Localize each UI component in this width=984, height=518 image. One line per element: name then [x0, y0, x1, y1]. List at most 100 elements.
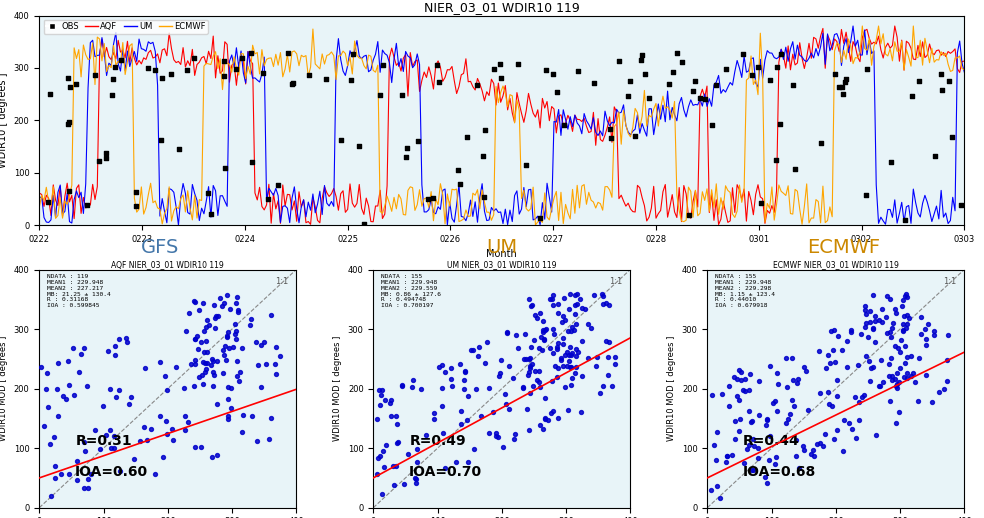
OBS: [450, 166, 465, 174]
Point: [889, 382, 904, 391]
Point: [498, 400, 514, 409]
Point: [720, 401, 736, 410]
Point: [119, 338, 135, 347]
Point: [250, 361, 266, 369]
ECMWF: [856, 23, 868, 29]
Point: [555, 334, 571, 342]
Point: [500, 328, 516, 336]
OBS: [42, 90, 58, 98]
Point: [557, 315, 573, 324]
Point: [372, 452, 388, 461]
Point: [815, 441, 830, 450]
Point: [598, 337, 614, 346]
OBS: [934, 86, 950, 94]
Point: [874, 305, 890, 313]
Point: [731, 396, 747, 404]
Point: [745, 466, 761, 474]
Point: [207, 324, 222, 333]
OBS: [570, 67, 585, 76]
Point: [100, 347, 116, 355]
OBS: [62, 186, 78, 195]
Point: [535, 425, 551, 433]
Point: [562, 290, 578, 298]
Point: [848, 434, 864, 442]
OBS: [113, 56, 129, 65]
Point: [505, 374, 521, 382]
Point: [798, 367, 814, 376]
Point: [535, 316, 551, 325]
Point: [941, 330, 956, 339]
Point: [507, 430, 523, 438]
Point: [813, 388, 829, 397]
Point: [243, 315, 259, 323]
Point: [607, 360, 623, 368]
OBS: [60, 120, 76, 128]
Point: [371, 386, 387, 394]
Point: [550, 414, 566, 423]
Point: [537, 394, 553, 402]
Point: [76, 343, 92, 352]
AQF: [145, 47, 156, 53]
Point: [50, 359, 66, 367]
OBS: [745, 70, 761, 79]
Point: [516, 384, 531, 392]
Point: [911, 354, 927, 363]
Point: [230, 308, 246, 316]
Point: [747, 442, 763, 450]
Point: [566, 325, 582, 334]
Point: [226, 329, 242, 338]
Point: [229, 293, 245, 301]
Point: [868, 338, 884, 346]
Point: [707, 441, 722, 449]
Point: [193, 443, 209, 451]
Point: [588, 362, 604, 370]
Point: [931, 388, 947, 396]
Point: [443, 364, 459, 372]
Point: [853, 330, 869, 338]
Point: [824, 327, 839, 335]
OBS: [772, 120, 788, 128]
Point: [568, 320, 584, 328]
Point: [269, 370, 284, 379]
Point: [899, 293, 915, 301]
Point: [458, 367, 473, 376]
Point: [595, 292, 611, 300]
Point: [862, 357, 878, 365]
Point: [501, 362, 517, 370]
Point: [742, 370, 758, 378]
Point: [80, 382, 95, 390]
OBS: [243, 49, 259, 57]
Point: [84, 470, 99, 478]
Point: [560, 348, 576, 356]
Point: [536, 336, 552, 344]
Point: [177, 426, 193, 435]
Point: [437, 464, 453, 472]
Point: [600, 301, 616, 310]
Point: [564, 323, 580, 331]
Point: [200, 359, 215, 367]
Point: [835, 447, 851, 455]
Point: [836, 415, 852, 424]
Text: 1:1: 1:1: [276, 277, 288, 285]
Point: [544, 377, 560, 385]
Point: [926, 327, 942, 335]
Point: [408, 444, 424, 453]
OBS: [469, 81, 485, 89]
Point: [913, 330, 929, 338]
Point: [524, 360, 540, 368]
Text: NDATA : 119
MEAN1 : 229.948
MEAN2 : 227.217
MB: 21.25 ± 130.4
R : 0.31168
IOA : : NDATA : 119 MEAN1 : 229.948 MEAN2 : 227.…: [47, 275, 111, 308]
OBS: [685, 87, 701, 95]
Point: [795, 441, 811, 450]
OBS: [216, 164, 232, 172]
Point: [790, 375, 806, 383]
Point: [549, 344, 565, 353]
Point: [383, 396, 399, 404]
Point: [259, 360, 275, 368]
Point: [178, 412, 194, 420]
Line: ECMWF: ECMWF: [39, 26, 964, 225]
Point: [40, 402, 56, 411]
OBS: [105, 75, 121, 83]
OBS: [641, 94, 656, 103]
Point: [732, 415, 748, 423]
Point: [564, 349, 580, 357]
